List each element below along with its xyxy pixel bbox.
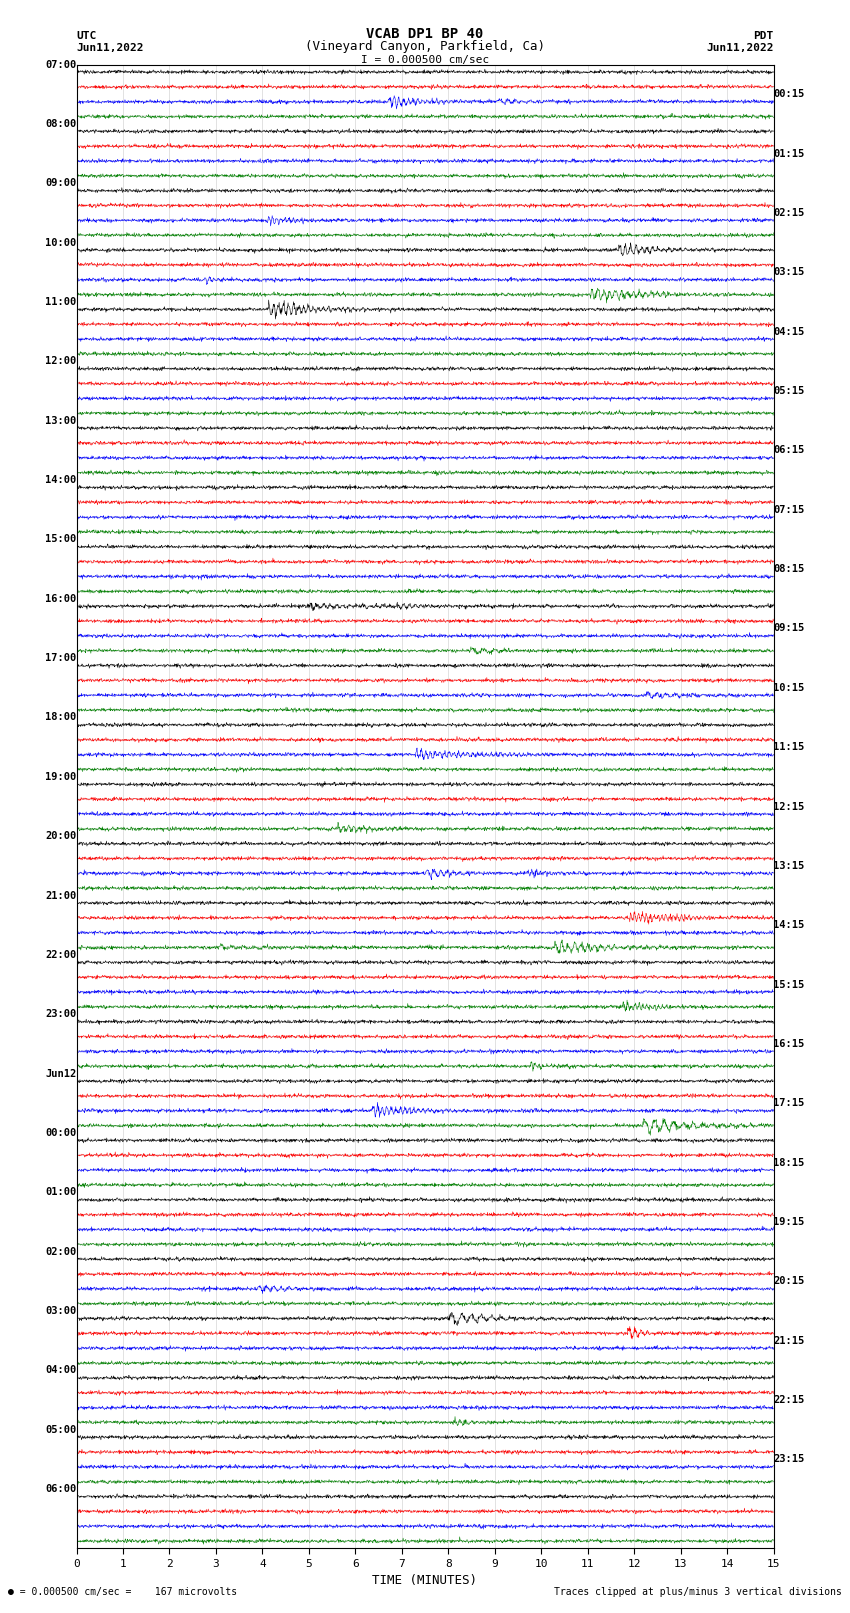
Text: 14:15: 14:15 <box>774 921 805 931</box>
Text: 09:15: 09:15 <box>774 624 805 634</box>
Text: 19:00: 19:00 <box>45 773 76 782</box>
Text: 20:15: 20:15 <box>774 1276 805 1286</box>
Text: ● = 0.000500 cm/sec =    167 microvolts: ● = 0.000500 cm/sec = 167 microvolts <box>8 1587 238 1597</box>
Text: 15:15: 15:15 <box>774 979 805 989</box>
Text: 22:15: 22:15 <box>774 1395 805 1405</box>
Text: 20:00: 20:00 <box>45 831 76 840</box>
Text: 18:00: 18:00 <box>45 713 76 723</box>
Text: 16:15: 16:15 <box>774 1039 805 1048</box>
Text: 02:15: 02:15 <box>774 208 805 218</box>
Text: 04:00: 04:00 <box>45 1366 76 1376</box>
Text: VCAB DP1 BP 40: VCAB DP1 BP 40 <box>366 27 484 40</box>
Text: 00:15: 00:15 <box>774 89 805 98</box>
Text: 01:00: 01:00 <box>45 1187 76 1197</box>
Text: 06:00: 06:00 <box>45 1484 76 1494</box>
Text: 01:15: 01:15 <box>774 148 805 158</box>
Text: 10:15: 10:15 <box>774 682 805 692</box>
Text: 10:00: 10:00 <box>45 237 76 247</box>
Text: 23:00: 23:00 <box>45 1010 76 1019</box>
Text: 21:00: 21:00 <box>45 890 76 900</box>
Text: 11:15: 11:15 <box>774 742 805 752</box>
Text: 05:15: 05:15 <box>774 386 805 395</box>
Text: 05:00: 05:00 <box>45 1424 76 1434</box>
Text: PDT: PDT <box>753 31 774 40</box>
Text: 02:00: 02:00 <box>45 1247 76 1257</box>
X-axis label: TIME (MINUTES): TIME (MINUTES) <box>372 1574 478 1587</box>
Text: Traces clipped at plus/minus 3 vertical divisions: Traces clipped at plus/minus 3 vertical … <box>553 1587 842 1597</box>
Text: 03:15: 03:15 <box>774 268 805 277</box>
Text: 12:15: 12:15 <box>774 802 805 811</box>
Text: 19:15: 19:15 <box>774 1218 805 1227</box>
Text: UTC: UTC <box>76 31 97 40</box>
Text: I = 0.000500 cm/sec: I = 0.000500 cm/sec <box>361 55 489 65</box>
Text: 09:00: 09:00 <box>45 179 76 189</box>
Text: 08:15: 08:15 <box>774 565 805 574</box>
Text: 23:15: 23:15 <box>774 1455 805 1465</box>
Text: 13:15: 13:15 <box>774 861 805 871</box>
Text: 07:00: 07:00 <box>45 60 76 69</box>
Text: 04:15: 04:15 <box>774 327 805 337</box>
Text: Jun11,2022: Jun11,2022 <box>706 44 774 53</box>
Text: Jun11,2022: Jun11,2022 <box>76 44 144 53</box>
Text: (Vineyard Canyon, Parkfield, Ca): (Vineyard Canyon, Parkfield, Ca) <box>305 40 545 53</box>
Text: 21:15: 21:15 <box>774 1336 805 1345</box>
Text: 17:00: 17:00 <box>45 653 76 663</box>
Text: 03:00: 03:00 <box>45 1307 76 1316</box>
Text: 12:00: 12:00 <box>45 356 76 366</box>
Text: 11:00: 11:00 <box>45 297 76 306</box>
Text: Jun12: Jun12 <box>45 1069 76 1079</box>
Text: 14:00: 14:00 <box>45 476 76 486</box>
Text: 07:15: 07:15 <box>774 505 805 515</box>
Text: 17:15: 17:15 <box>774 1098 805 1108</box>
Text: 16:00: 16:00 <box>45 594 76 603</box>
Text: 06:15: 06:15 <box>774 445 805 455</box>
Text: 13:00: 13:00 <box>45 416 76 426</box>
Text: 18:15: 18:15 <box>774 1158 805 1168</box>
Text: 08:00: 08:00 <box>45 119 76 129</box>
Text: 15:00: 15:00 <box>45 534 76 544</box>
Text: 00:00: 00:00 <box>45 1127 76 1137</box>
Text: 22:00: 22:00 <box>45 950 76 960</box>
